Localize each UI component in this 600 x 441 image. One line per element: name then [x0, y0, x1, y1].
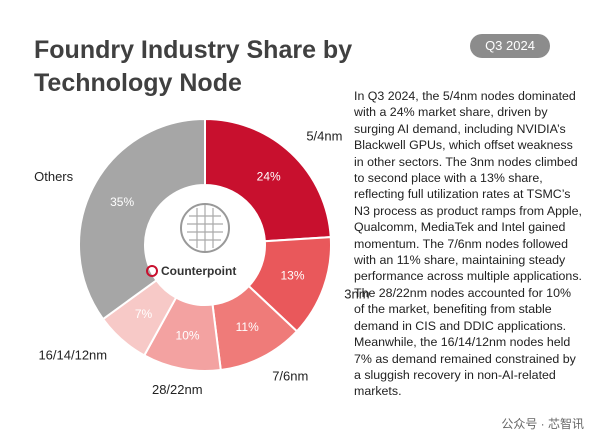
category-label: 3nm — [344, 287, 369, 302]
watermark: 公众号 · 芯智讯 — [497, 414, 588, 433]
category-label: 16/14/12nm — [38, 347, 107, 362]
logo-dot — [146, 265, 158, 277]
category-label: 28/22nm — [152, 382, 203, 397]
category-label: Others — [34, 169, 74, 184]
value-label: 24% — [257, 169, 281, 183]
period-badge: Q3 2024 — [470, 34, 550, 58]
value-label: 35% — [110, 195, 134, 209]
category-label: 5/4nm — [306, 129, 342, 144]
logo-text: Counterpoint — [161, 264, 236, 278]
value-label: 7% — [135, 307, 153, 321]
wafer-grid — [187, 205, 223, 251]
chart-title: Foundry Industry Share by Technology Nod… — [34, 36, 353, 97]
description: In Q3 2024, the 5/4nm nodes dominated wi… — [354, 89, 582, 399]
value-label: 11% — [236, 320, 259, 334]
logo-icon — [146, 203, 230, 277]
slice — [204, 117, 332, 243]
value-label: 10% — [176, 329, 200, 343]
slice — [78, 117, 206, 321]
value-label: 13% — [280, 269, 304, 283]
category-label: 7/6nm — [272, 368, 308, 383]
